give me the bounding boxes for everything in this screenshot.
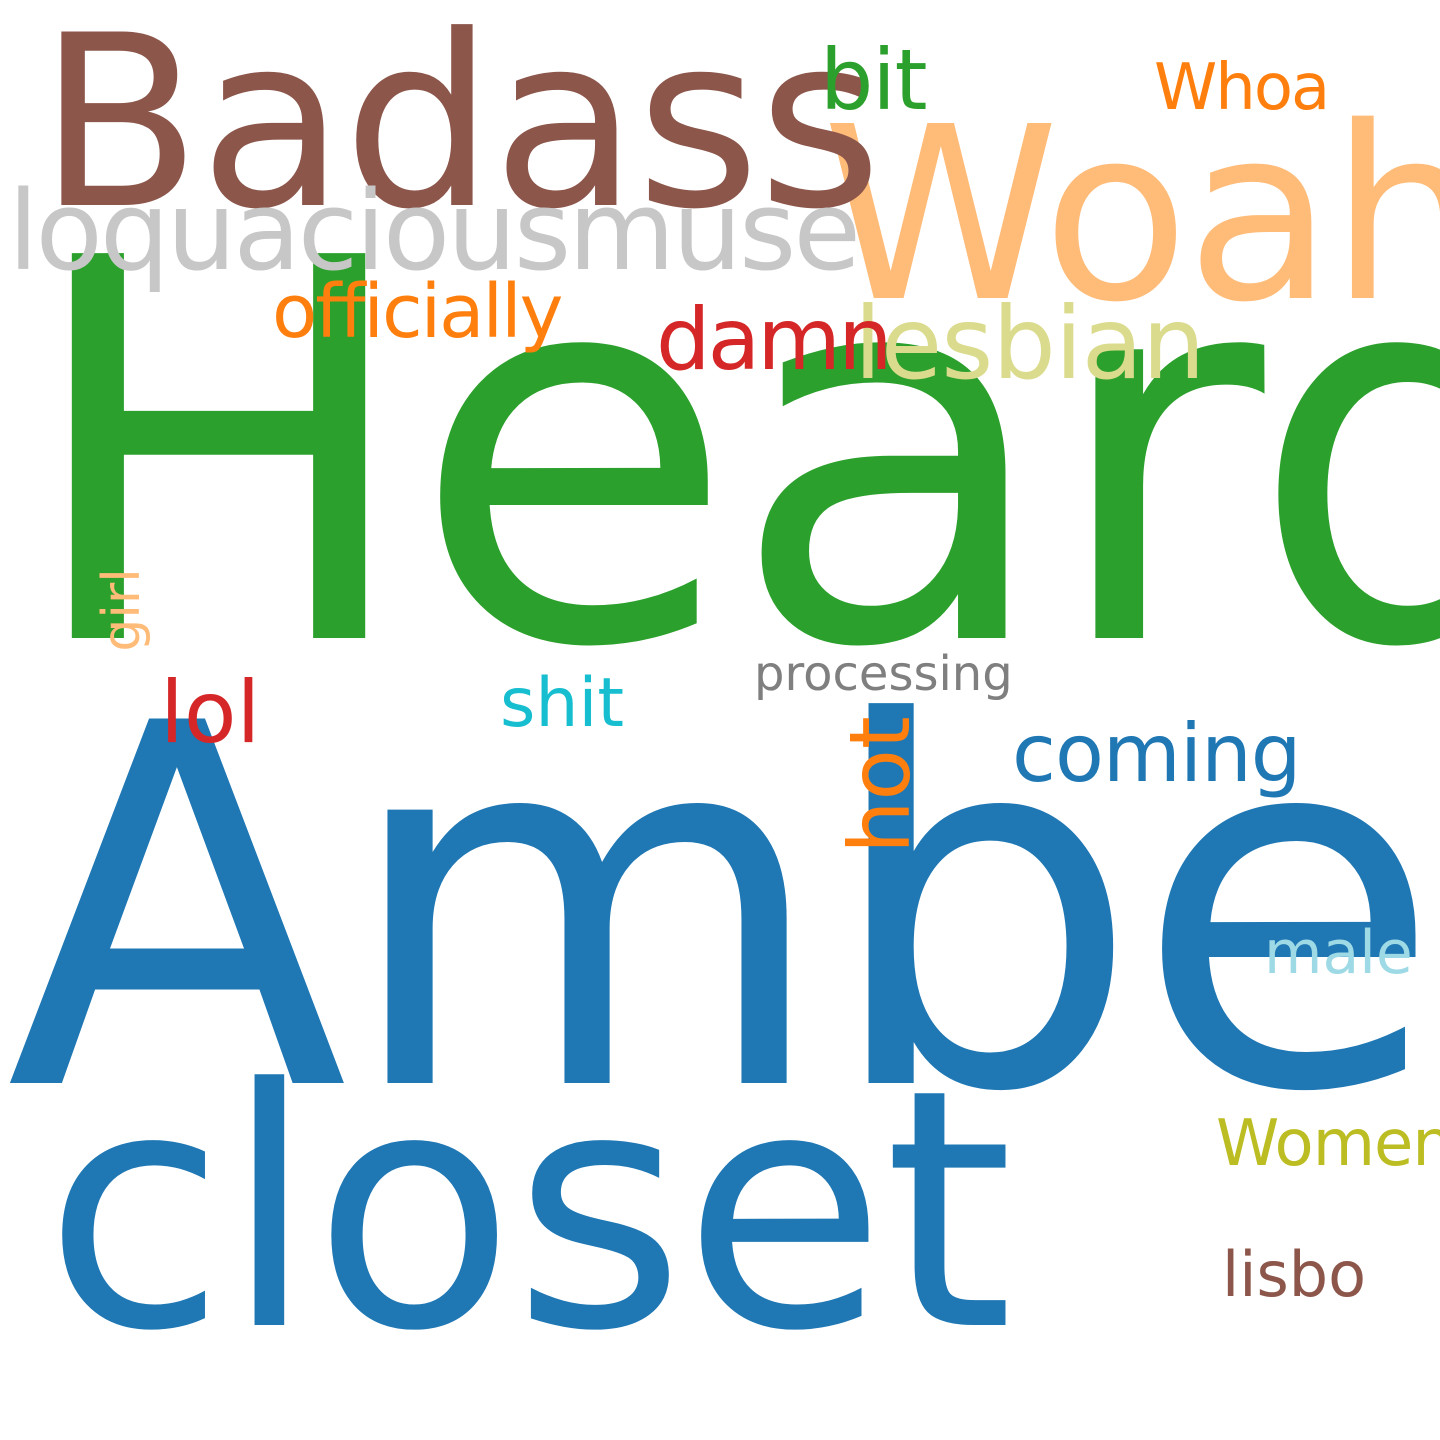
word-whoa: Whoa xyxy=(1154,51,1330,125)
word-lesbian: lesbian xyxy=(854,285,1205,402)
word-amber: Amber xyxy=(6,619,1440,1201)
word-girl: girl xyxy=(92,568,152,652)
word-damn: damn xyxy=(656,290,893,390)
word-coming: coming xyxy=(1012,707,1302,800)
word-bit: bit xyxy=(820,31,928,129)
word-shit: shit xyxy=(500,664,625,743)
word-processing: processing xyxy=(754,646,1013,702)
word-badass: Badass xyxy=(38,0,882,262)
word-male: male xyxy=(1264,918,1413,988)
word-closet: closet xyxy=(44,1019,1013,1403)
word-officially: officially xyxy=(272,269,563,355)
word-women: Women xyxy=(1216,1107,1440,1181)
word-woah: Woah xyxy=(822,75,1440,355)
word-heard: Heard xyxy=(20,148,1440,763)
word-lol: lol xyxy=(160,663,261,763)
word-lisbo: lisbo xyxy=(1222,1238,1367,1311)
word-loquaciousmuse: loquaciousmuse xyxy=(8,167,861,295)
word-hot: hot xyxy=(831,716,929,854)
